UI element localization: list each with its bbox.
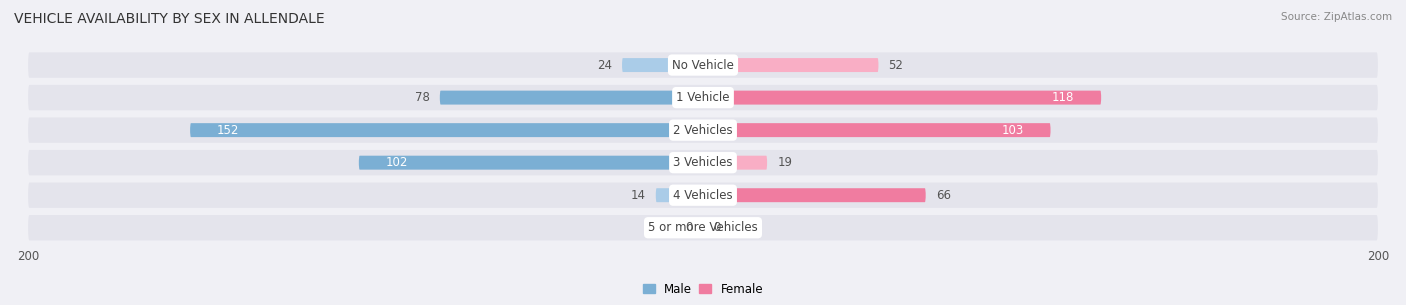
- Text: No Vehicle: No Vehicle: [672, 59, 734, 72]
- FancyBboxPatch shape: [440, 91, 703, 105]
- Text: 52: 52: [889, 59, 904, 72]
- Text: 5 or more Vehicles: 5 or more Vehicles: [648, 221, 758, 234]
- Text: 0: 0: [713, 221, 720, 234]
- Text: 19: 19: [778, 156, 792, 169]
- Text: 0: 0: [686, 221, 693, 234]
- FancyBboxPatch shape: [703, 156, 768, 170]
- FancyBboxPatch shape: [655, 188, 703, 202]
- FancyBboxPatch shape: [621, 58, 703, 72]
- FancyBboxPatch shape: [190, 123, 703, 137]
- Text: Source: ZipAtlas.com: Source: ZipAtlas.com: [1281, 12, 1392, 22]
- Text: VEHICLE AVAILABILITY BY SEX IN ALLENDALE: VEHICLE AVAILABILITY BY SEX IN ALLENDALE: [14, 12, 325, 26]
- FancyBboxPatch shape: [703, 58, 879, 72]
- Text: 103: 103: [1001, 124, 1024, 137]
- Text: 152: 152: [217, 124, 239, 137]
- Text: 78: 78: [415, 91, 430, 104]
- FancyBboxPatch shape: [28, 150, 1378, 175]
- FancyBboxPatch shape: [703, 123, 1050, 137]
- FancyBboxPatch shape: [28, 117, 1378, 143]
- FancyBboxPatch shape: [703, 188, 925, 202]
- Text: 66: 66: [936, 189, 950, 202]
- Text: 102: 102: [385, 156, 408, 169]
- Text: 1 Vehicle: 1 Vehicle: [676, 91, 730, 104]
- FancyBboxPatch shape: [359, 156, 703, 170]
- FancyBboxPatch shape: [28, 85, 1378, 110]
- Legend: Male, Female: Male, Female: [638, 278, 768, 300]
- FancyBboxPatch shape: [28, 52, 1378, 78]
- Text: 4 Vehicles: 4 Vehicles: [673, 189, 733, 202]
- Text: 24: 24: [598, 59, 612, 72]
- Text: 118: 118: [1052, 91, 1074, 104]
- Text: 3 Vehicles: 3 Vehicles: [673, 156, 733, 169]
- FancyBboxPatch shape: [28, 215, 1378, 240]
- FancyBboxPatch shape: [28, 182, 1378, 208]
- Text: 2 Vehicles: 2 Vehicles: [673, 124, 733, 137]
- FancyBboxPatch shape: [703, 91, 1101, 105]
- Text: 14: 14: [631, 189, 645, 202]
